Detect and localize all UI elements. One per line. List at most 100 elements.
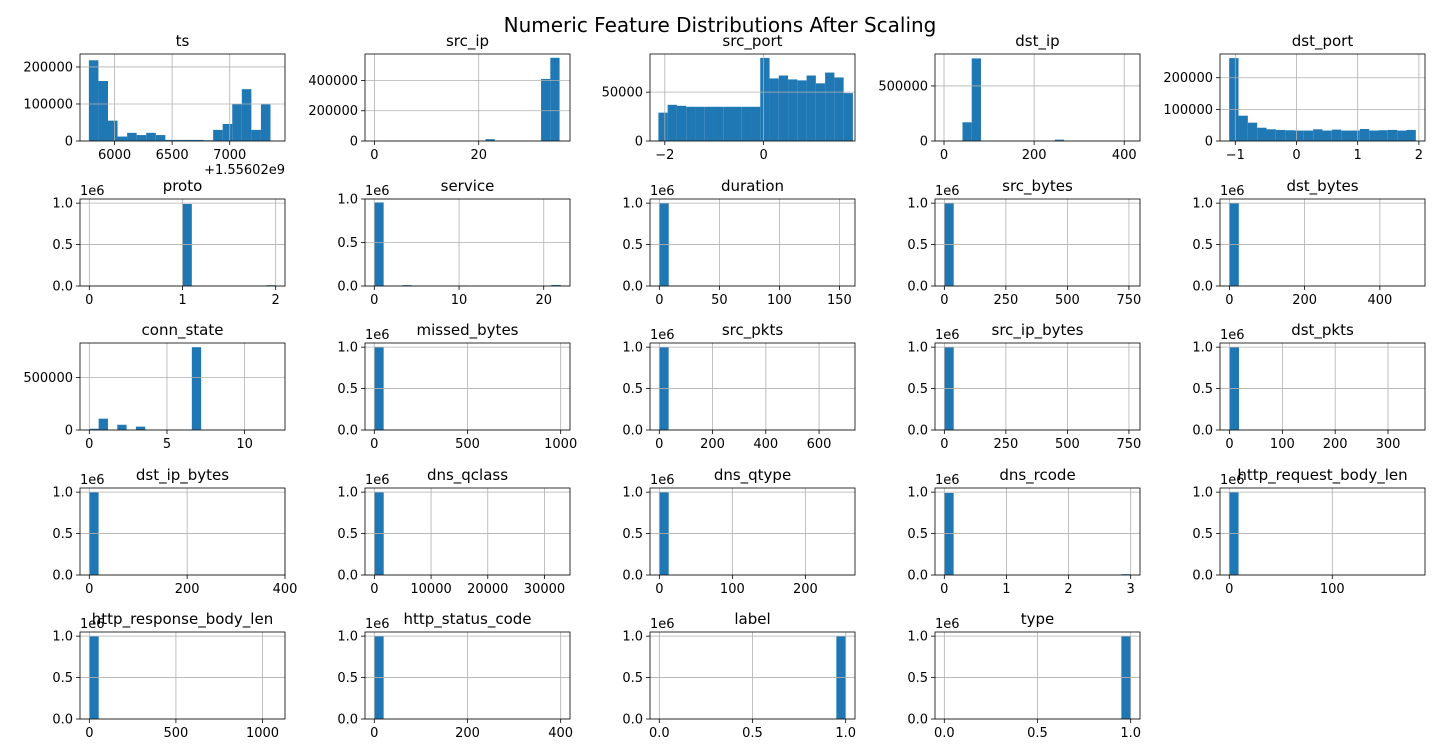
bar (825, 72, 835, 141)
bar (695, 106, 705, 141)
subplot-title: src_ip_bytes (992, 321, 1084, 340)
y-tick-label: 0 (65, 424, 73, 439)
y-tick-label: 1.0 (622, 197, 643, 212)
histogram-duration: 0 50 100 150 0.0 0.5 1.0 1e6 duration (622, 177, 856, 308)
x-tick-label: 0 (940, 582, 948, 597)
y-tick-label: 500000 (23, 371, 73, 386)
y-tick-label: 0 (1205, 135, 1213, 150)
subplot-title: conn_state (142, 321, 224, 340)
bar (260, 104, 271, 141)
bar (834, 77, 844, 141)
subplot-title: dst_bytes (1286, 177, 1358, 196)
bar (541, 78, 551, 141)
x-tick-label: 0 (85, 726, 93, 741)
y-multiplier-label: 1e6 (80, 473, 105, 488)
bar (88, 60, 99, 141)
x-tick-label: 6500 (156, 148, 189, 163)
histogram-dst-bytes: 0 200 400 0.0 0.5 1.0 1e6 dst_bytes (1192, 177, 1426, 308)
x-tick-label: 0 (655, 582, 663, 597)
axes-frame (649, 53, 856, 142)
axes-frame (934, 487, 1141, 576)
axes-frame (79, 342, 286, 431)
histogram-proto: 0 1 2 0.0 0.5 1.0 1e6 proto (52, 177, 286, 308)
x-tick-label: 0 (940, 437, 948, 452)
x-tick-label: 1 (1354, 148, 1362, 163)
histogram-ts: 6000 6500 7000 0 100000 200000 +1.55602e9 ts (23, 32, 286, 178)
bar (723, 106, 733, 141)
plot-area (1220, 343, 1425, 430)
axes-frame (364, 487, 571, 576)
x-tick-label: 600 (807, 437, 832, 452)
x-tick-label: 400 (548, 726, 573, 741)
y-tick-label: 0.5 (907, 382, 928, 397)
axes-frame (649, 487, 856, 576)
x-tick-label: 0.5 (1027, 726, 1048, 741)
plot-area (935, 343, 1140, 430)
y-tick-label: 0.0 (337, 424, 358, 439)
bar (1313, 129, 1323, 141)
x-tick-label: 100 (767, 293, 792, 308)
subplot-title: http_status_code (403, 610, 531, 629)
x-tick-label: 2 (1064, 582, 1072, 597)
x-tick-label: 200 (700, 437, 725, 452)
x-tick-label: 1 (178, 293, 186, 308)
bar (741, 106, 752, 141)
y-tick-label: 0.0 (1192, 424, 1213, 439)
x-tick-label: 20 (470, 148, 487, 163)
bar (778, 75, 789, 141)
bar (184, 139, 195, 141)
y-tick-label: 0.0 (907, 424, 928, 439)
bar (658, 112, 668, 141)
bar (732, 106, 742, 141)
axes-frame (1219, 53, 1426, 142)
y-tick-label: 1.0 (907, 486, 928, 501)
bar (222, 123, 233, 141)
subplot-title: missed_bytes (417, 321, 519, 340)
x-tick-label: 0 (655, 437, 663, 452)
bar (797, 80, 807, 141)
subplot-title: src_bytes (1002, 177, 1073, 196)
histogram-dst-pkts: 0 100 200 300 0.0 0.5 1.0 1e6 dst_pkts (1192, 321, 1426, 452)
bar (944, 492, 954, 575)
bar (136, 135, 147, 141)
subplot-title: dst_ip_bytes (136, 466, 229, 485)
plot-area (650, 488, 855, 575)
y-tick-label: 1.0 (622, 341, 643, 356)
x-tick-label: 20 (535, 293, 552, 308)
y-tick-label: 1.0 (1192, 197, 1213, 212)
x-tick-label: 0 (370, 293, 378, 308)
bar (1341, 130, 1351, 141)
plot-area (80, 488, 285, 575)
plot-area (650, 199, 855, 286)
y-tick-label: 1.0 (337, 193, 358, 208)
subplot-title: proto (163, 177, 203, 195)
x-tick-label: 0 (1225, 437, 1233, 452)
bar (146, 132, 156, 141)
subplot-title: http_response_body_len (92, 610, 273, 629)
bar (1378, 130, 1388, 141)
x-tick-label: 1000 (544, 437, 577, 452)
bar (182, 203, 192, 286)
bar (232, 103, 242, 141)
y-tick-label: 0.5 (337, 527, 358, 542)
x-tick-label: 0 (1225, 582, 1233, 597)
y-tick-label: 0.5 (1192, 238, 1213, 253)
bar (676, 105, 687, 141)
x-tick-label: 20000 (467, 582, 508, 597)
y-tick-label: 200000 (1163, 71, 1213, 86)
x-tick-label: −1 (1226, 148, 1245, 163)
y-tick-label: 400000 (308, 74, 358, 89)
y-tick-label: 1.0 (52, 486, 73, 501)
y-tick-label: 0.5 (52, 671, 73, 686)
histogram-dst-ip: 0 200 400 0 500000 dst_ip (878, 32, 1141, 163)
histogram-dst-port: −1 0 1 2 0 100000 200000 dst_port (1163, 32, 1426, 163)
y-tick-label: 0 (635, 135, 643, 150)
x-tick-label: 0.0 (934, 726, 955, 741)
y-tick-label: 100000 (1163, 103, 1213, 118)
x-tick-label: 2 (1415, 148, 1423, 163)
bar (251, 129, 261, 141)
y-multiplier-label: 1e6 (80, 617, 105, 632)
subplot-title: src_pkts (722, 321, 783, 340)
axes-frame (1219, 487, 1426, 576)
bar (1257, 127, 1267, 141)
